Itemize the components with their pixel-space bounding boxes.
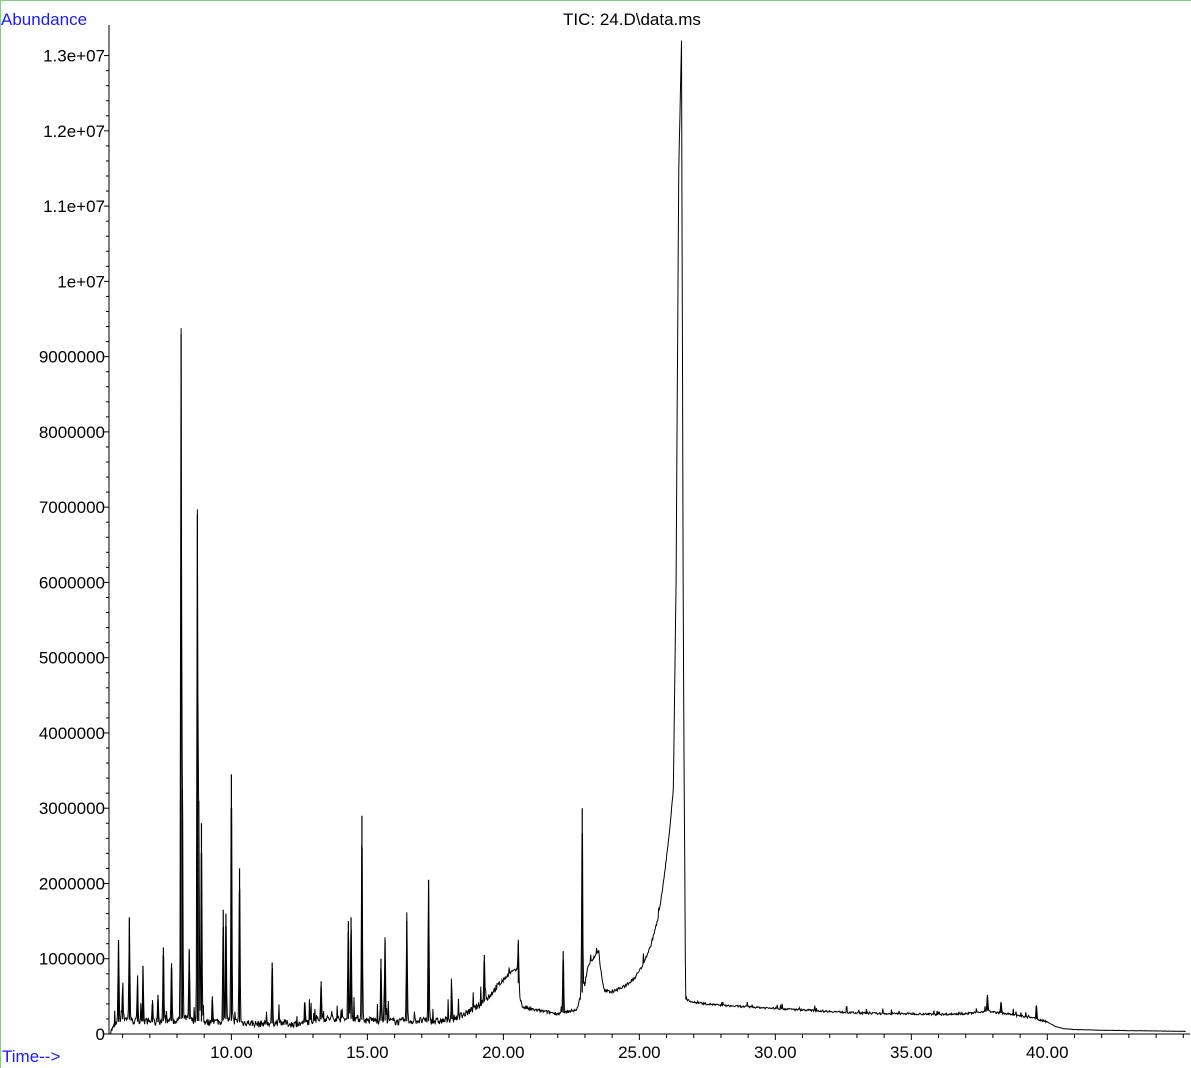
y-tick-label: 5000000: [39, 649, 105, 668]
y-tick-label: 1.1e+07: [43, 197, 105, 216]
series-line: [109, 40, 1186, 1035]
y-tick-label: 2000000: [39, 874, 105, 893]
y-tick-label: 6000000: [39, 573, 105, 592]
y-tick-label: 8000000: [39, 423, 105, 442]
y-tick-label: 3000000: [39, 799, 105, 818]
y-tick-label: 1000000: [39, 950, 105, 969]
y-tick-label: 4000000: [39, 724, 105, 743]
x-tick-label: 30.00: [754, 1043, 797, 1062]
y-tick-label: 1e+07: [57, 272, 105, 291]
y-axis-label: Abundance: [1, 10, 88, 29]
y-tick-label: 1.3e+07: [43, 47, 105, 66]
x-tick-label: 35.00: [890, 1043, 933, 1062]
y-tick-label: 0: [96, 1025, 105, 1044]
x-axis-label: Time-->: [2, 1047, 61, 1066]
x-tick-label: 40.00: [1026, 1043, 1069, 1062]
x-tick-label: 20.00: [482, 1043, 525, 1062]
x-tick-label: 10.00: [210, 1043, 253, 1062]
x-tick-label: 25.00: [618, 1043, 661, 1062]
y-tick-label: 7000000: [39, 498, 105, 517]
y-tick-label: 1.2e+07: [43, 122, 105, 141]
chart-title: TIC: 24.D\data.ms: [563, 10, 701, 29]
y-tick-label: 9000000: [39, 348, 105, 367]
x-tick-label: 15.00: [346, 1043, 389, 1062]
